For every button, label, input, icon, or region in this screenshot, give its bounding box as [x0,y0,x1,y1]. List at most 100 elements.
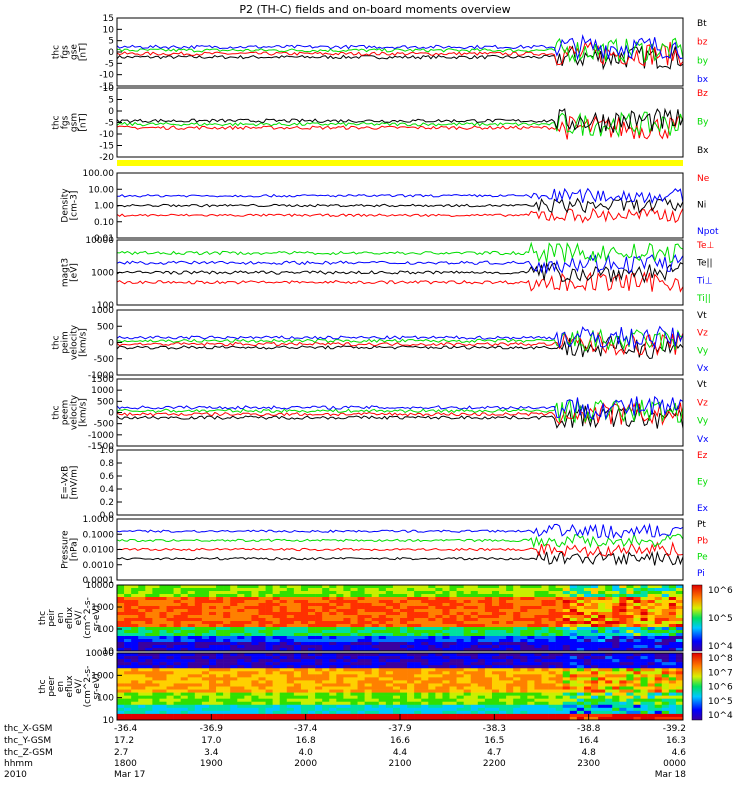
spectrogram-cell [661,710,670,715]
spectrogram-cell [675,624,684,628]
spectrogram-cell [442,636,450,640]
spectrogram-cell [562,594,571,598]
spectrogram-cell [520,588,528,592]
spectrogram-cell [343,689,351,693]
spectrogram-cell [145,653,153,657]
spectrogram-cell [371,698,380,703]
spectrogram-cell [145,585,153,589]
y-label-line: Pressure [61,530,71,569]
spectrogram-cell [591,609,599,613]
spectrogram-cell [286,716,295,721]
spectrogram-cell [513,600,521,604]
spectrogram-cell [562,591,571,595]
spectrogram-cell [322,642,330,646]
spectrogram-cell [138,618,146,622]
spectrogram-cell [322,677,330,681]
spectrogram-cell [138,627,146,631]
spectrogram-cell [265,615,273,619]
spectrogram-cell [675,615,684,619]
spectrogram-cell [541,707,549,712]
spectrogram-cell [364,600,373,604]
spectrogram-cell [350,618,358,622]
spectrogram-cell [555,677,564,681]
spectrogram-cell [180,662,189,666]
spectrogram-cell [506,609,514,613]
spectrogram-cell [668,588,677,592]
spectrogram-cell [194,704,203,709]
spectrogram-cell [534,648,542,652]
spectrogram-cell [308,591,316,595]
spectrogram-cell [442,624,450,628]
spectrogram-cell [187,639,196,643]
spectrogram-cell [265,674,273,678]
spectrogram-cell [583,627,592,631]
y-tick-label: 0 [108,339,114,349]
spectrogram-cell [591,630,599,634]
spectrogram-cell [583,698,592,703]
y-label-line: peim [61,331,71,354]
spectrogram-cell [428,656,436,660]
spectrogram-cell [569,701,578,706]
spectrogram-cell [626,710,634,715]
spectrogram-cell [272,713,281,718]
spectrogram-cell [244,662,252,666]
x-tick-label: -37.9 [388,724,412,734]
spectrogram-cell [216,683,224,687]
spectrogram-cell [428,633,436,637]
spectrogram-cell [152,645,160,649]
spectrogram-cell [654,680,663,684]
spectrogram-cell [668,639,677,643]
spectrogram-cell [428,609,436,613]
spectrogram-cell [421,630,429,634]
spectrogram-cell [237,621,245,625]
spectrogram-cell [392,689,401,693]
spectrogram-cell [237,597,245,601]
spectrogram-cell [449,710,457,715]
spectrogram-cell [223,653,231,657]
spectrogram-cell [152,665,160,669]
spectrogram-cell [605,653,613,657]
spectrogram-cell [463,710,472,715]
spectrogram-cell [499,656,507,660]
spectrogram-cell [576,603,585,607]
spectrogram-cell [293,639,302,643]
spectrogram-cell [619,624,627,628]
spectrogram-cell [187,594,196,598]
spectrogram-cell [654,621,663,625]
spectrogram-cell [499,615,507,619]
spectrogram-cell [484,683,493,687]
spectrogram-cell [385,597,394,601]
spectrogram-cell [435,689,443,693]
spectrogram-cell [371,656,380,660]
spectrogram-cell [286,621,295,625]
spectrogram-cell [350,698,358,703]
spectrogram-cell [435,588,443,592]
spectrogram-cell [456,633,464,637]
spectrogram-cell [187,668,196,672]
spectrogram-cell [216,615,224,619]
spectrogram-cell [583,648,592,652]
spectrogram-cell [322,603,330,607]
spectrogram-cell [251,653,259,657]
spectrogram-cell [293,692,302,696]
spectrogram-cell [265,707,273,712]
spectrogram-cell [166,707,174,712]
spectrogram-cell [385,707,394,712]
spectrogram-cell [371,627,380,631]
spectrogram-cell [201,627,210,631]
spectrogram-cell [258,630,266,634]
spectrogram-cell [230,615,238,619]
spectrogram-cell [173,630,181,634]
spectrogram-cell [612,713,620,718]
spectrogram-cell [626,674,634,678]
spectrogram-cell [541,630,549,634]
spectrogram-cell [562,642,571,646]
spectrogram-cell [124,636,132,640]
spectrogram-cell [598,701,606,706]
spectrogram-cell [484,639,493,643]
spectrogram-cell [605,707,613,712]
spectrogram-cell [152,662,160,666]
spectrogram-cell [541,710,549,715]
spectrogram-cell [569,695,578,699]
spectrogram-cell [315,594,323,598]
